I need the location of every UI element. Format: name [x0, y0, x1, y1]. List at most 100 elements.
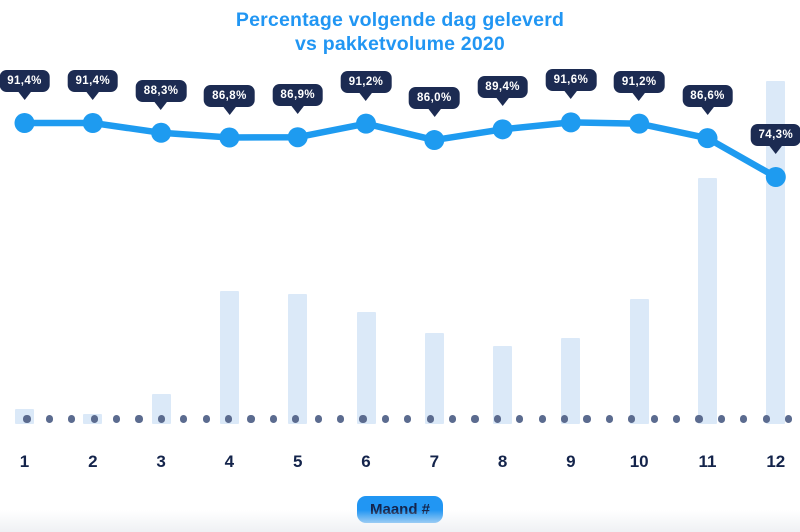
baseline-dot — [673, 415, 681, 423]
data-point-marker — [82, 113, 103, 133]
baseline-dot — [471, 415, 479, 423]
percentage-line — [21, 119, 780, 181]
point-value-badge: 91,4% — [67, 70, 119, 100]
data-point-marker — [492, 119, 513, 140]
baseline-dot — [23, 415, 31, 423]
point-value-badge: 91,2% — [340, 70, 392, 101]
baseline-dot — [404, 415, 412, 423]
x-axis-tick-label: 12 — [766, 452, 786, 471]
x-axis-tick-label: 11 — [698, 452, 717, 471]
point-value-label: 91,4% — [7, 75, 42, 87]
baseline-dot — [493, 415, 501, 423]
point-value-label: 86,6% — [690, 90, 725, 103]
x-axis-tick-label: 7 — [429, 452, 440, 471]
volume-bar — [629, 299, 649, 424]
baseline-dot — [292, 415, 300, 423]
point-value-label: 88,3% — [143, 84, 179, 97]
x-axis-tick-label: 10 — [629, 452, 649, 471]
baseline-dot — [785, 415, 793, 423]
baseline-dot — [605, 415, 613, 423]
baseline-dot — [135, 415, 143, 423]
chart-title-line1: Percentage volgende dag geleverd — [235, 9, 565, 31]
data-point-marker — [219, 127, 240, 148]
volume-bar — [288, 294, 308, 424]
point-value-badge: 74,3% — [750, 124, 800, 154]
baseline-dot — [314, 415, 322, 423]
baseline-dot — [381, 415, 389, 423]
x-axis-tick-label: 8 — [497, 452, 508, 471]
point-value-badge: 91,2% — [613, 70, 665, 101]
baseline-dot — [225, 415, 233, 423]
data-point-marker — [765, 167, 786, 187]
baseline-dot — [426, 415, 434, 423]
baseline-dot — [516, 415, 524, 423]
point-value-label: 91,2% — [621, 75, 657, 88]
x-axis-tick-label: 1 — [19, 452, 30, 471]
baseline-dot — [695, 415, 703, 423]
point-value-label: 86,8% — [212, 89, 247, 102]
point-value-badge: 86,9% — [272, 84, 323, 115]
point-value-label: 74,3% — [758, 129, 794, 141]
volume-bar — [561, 337, 581, 424]
x-axis-tick-label: 2 — [88, 452, 98, 471]
point-value-label: 86,0% — [416, 92, 452, 105]
volume-bar — [151, 394, 171, 424]
data-point-marker — [629, 113, 650, 134]
baseline-dot — [269, 415, 277, 423]
data-point-marker — [560, 112, 581, 133]
baseline-dot — [650, 415, 658, 423]
baseline-dot — [157, 415, 165, 423]
x-axis-tick-label: 6 — [361, 452, 371, 471]
point-value-badge: 86,8% — [204, 84, 255, 115]
point-value-badge: 91,4% — [0, 70, 50, 100]
baseline-dot — [113, 415, 121, 423]
baseline-dot — [762, 415, 770, 423]
data-point-marker — [356, 113, 376, 134]
x-axis-tick-label: 5 — [292, 452, 303, 471]
point-value-label: 89,4% — [485, 81, 520, 94]
point-value-badge: 91,6% — [545, 69, 597, 100]
baseline-dot — [45, 415, 53, 423]
point-value-badge: 89,4% — [477, 76, 528, 107]
baseline-dot — [202, 415, 210, 423]
x-axis-tick-label: 4 — [224, 452, 235, 471]
point-value-label: 86,9% — [280, 89, 315, 102]
bottom-fade-decoration — [0, 510, 800, 532]
volume-bar — [424, 333, 444, 424]
data-point-marker — [287, 127, 308, 148]
x-axis-tick-label: 3 — [156, 452, 166, 471]
baseline-dot — [628, 415, 636, 423]
data-point-marker — [14, 113, 35, 133]
baseline-dot — [90, 415, 98, 423]
point-value-label: 91,2% — [348, 75, 384, 88]
baseline-dot — [740, 415, 748, 423]
baseline-dot — [359, 415, 367, 423]
point-value-badge: 86,6% — [682, 85, 733, 116]
volume-bar — [766, 81, 786, 424]
chart-title: Percentage volgende dag geleverd vs pakk… — [0, 8, 800, 56]
baseline-dot — [449, 415, 457, 423]
baseline-dot — [180, 415, 188, 423]
point-value-badge: 86,0% — [408, 87, 460, 118]
baseline-dot — [583, 415, 591, 423]
volume-bar — [493, 346, 513, 424]
data-point-marker — [424, 130, 445, 151]
point-value-label: 91,6% — [553, 74, 589, 87]
volume-bar — [356, 311, 376, 424]
volume-bar — [698, 178, 717, 424]
x-axis-tick-label: 9 — [566, 452, 576, 471]
data-point-marker — [697, 128, 718, 149]
baseline-dot — [561, 415, 569, 423]
chart-title-line2: vs pakketvolume 2020 — [295, 33, 505, 55]
baseline-dot — [538, 415, 546, 423]
baseline-dot — [68, 415, 76, 423]
baseline-dot — [337, 415, 345, 423]
data-point-marker — [151, 122, 172, 143]
point-value-label: 91,4% — [75, 75, 111, 87]
baseline-dot — [247, 415, 255, 423]
point-value-badge: 88,3% — [135, 79, 187, 110]
volume-bar — [219, 290, 239, 424]
